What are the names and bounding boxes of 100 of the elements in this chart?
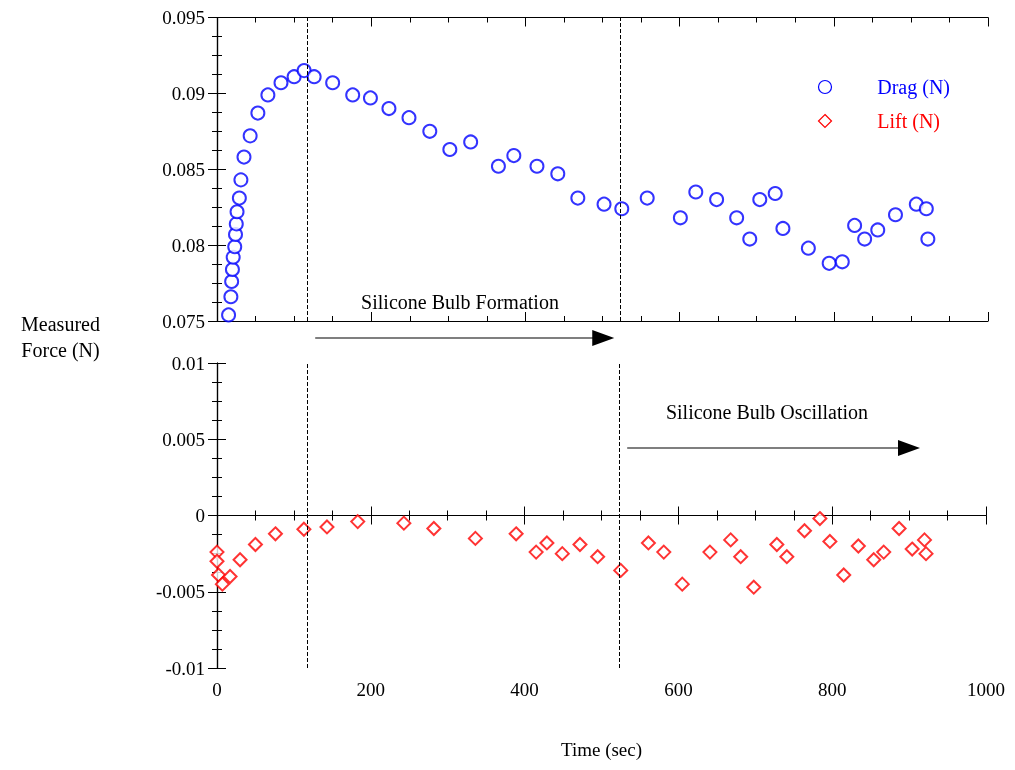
point (350, 514, 366, 530)
point (834, 254, 850, 270)
y-tick-label: 0.09 (171, 82, 205, 104)
point (775, 220, 791, 236)
point (656, 544, 672, 560)
point (702, 544, 718, 560)
point (227, 239, 243, 255)
point (396, 515, 412, 531)
point (224, 261, 240, 277)
point (742, 231, 758, 247)
point (422, 123, 438, 139)
point (233, 172, 249, 188)
point (729, 210, 745, 226)
y-tick-label: 0.01 (171, 352, 205, 374)
point (596, 196, 612, 212)
point (866, 552, 882, 568)
point (723, 532, 739, 548)
point (345, 87, 361, 103)
point (857, 231, 873, 247)
point (733, 549, 749, 565)
point (250, 105, 266, 121)
point (639, 190, 655, 206)
point (904, 541, 920, 557)
point (554, 546, 570, 562)
point (506, 148, 522, 164)
point (236, 149, 252, 165)
y-tick-label: 0.08 (171, 234, 205, 256)
point (891, 520, 907, 536)
point (800, 240, 816, 256)
point (362, 90, 378, 106)
point (812, 511, 828, 527)
x-tick-label: 400 (510, 679, 539, 700)
point (570, 190, 586, 206)
y-tick-label: 0.085 (162, 158, 205, 180)
point (797, 523, 813, 539)
point (746, 579, 762, 595)
point (247, 536, 263, 552)
point (490, 158, 506, 174)
point (426, 520, 442, 536)
point (672, 210, 688, 226)
point (769, 536, 785, 552)
point (870, 222, 886, 238)
point (613, 562, 629, 578)
point (918, 546, 934, 562)
annotation: Silicone Bulb Oscillation (665, 401, 869, 423)
point (228, 216, 244, 232)
y-tick-label: 0 (195, 505, 205, 526)
y-axis-title: Measured Force (N) (20, 312, 101, 363)
point (319, 519, 335, 535)
point (224, 274, 240, 290)
point (836, 567, 852, 583)
point (847, 217, 863, 233)
point (767, 186, 783, 202)
point (221, 307, 237, 323)
point (590, 549, 606, 565)
point (223, 289, 239, 305)
point (401, 110, 417, 126)
point (463, 134, 479, 150)
point (916, 532, 932, 548)
point (442, 142, 458, 158)
x-tick-label: 0 (212, 679, 222, 700)
y-tick-label: 0.095 (162, 7, 205, 28)
y-tick-label: -0.01 (165, 657, 205, 679)
y-tick-label: 0.075 (162, 310, 205, 332)
x-axis-title: Time (sec) (560, 739, 643, 761)
point (528, 544, 544, 560)
point (467, 530, 483, 546)
annotation: Silicone Bulb Formation (361, 291, 559, 313)
point (231, 190, 247, 206)
y-tick-label: -0.005 (155, 581, 205, 603)
x-tick-label: 200 (356, 679, 386, 700)
point (529, 158, 545, 174)
point (222, 569, 238, 584)
point (209, 553, 225, 569)
point (614, 201, 630, 217)
legend-label: Drag (N) (877, 75, 950, 99)
point (267, 526, 283, 542)
point (920, 231, 936, 247)
point (821, 255, 837, 271)
y-tick-label: 0.005 (162, 428, 205, 450)
point (273, 75, 289, 91)
point (640, 535, 656, 551)
point (325, 75, 341, 91)
point (887, 207, 903, 223)
point (508, 526, 524, 542)
point (242, 128, 258, 144)
point (572, 536, 588, 552)
point (260, 87, 276, 103)
point (876, 544, 892, 560)
point (709, 192, 725, 208)
point (850, 538, 866, 554)
point (229, 204, 245, 220)
point (688, 184, 704, 200)
point (550, 166, 566, 182)
x-tick-label: 1000 (967, 679, 1005, 700)
point (674, 576, 690, 592)
point (296, 521, 312, 537)
point (752, 192, 768, 208)
point (211, 567, 227, 583)
point (306, 69, 322, 85)
